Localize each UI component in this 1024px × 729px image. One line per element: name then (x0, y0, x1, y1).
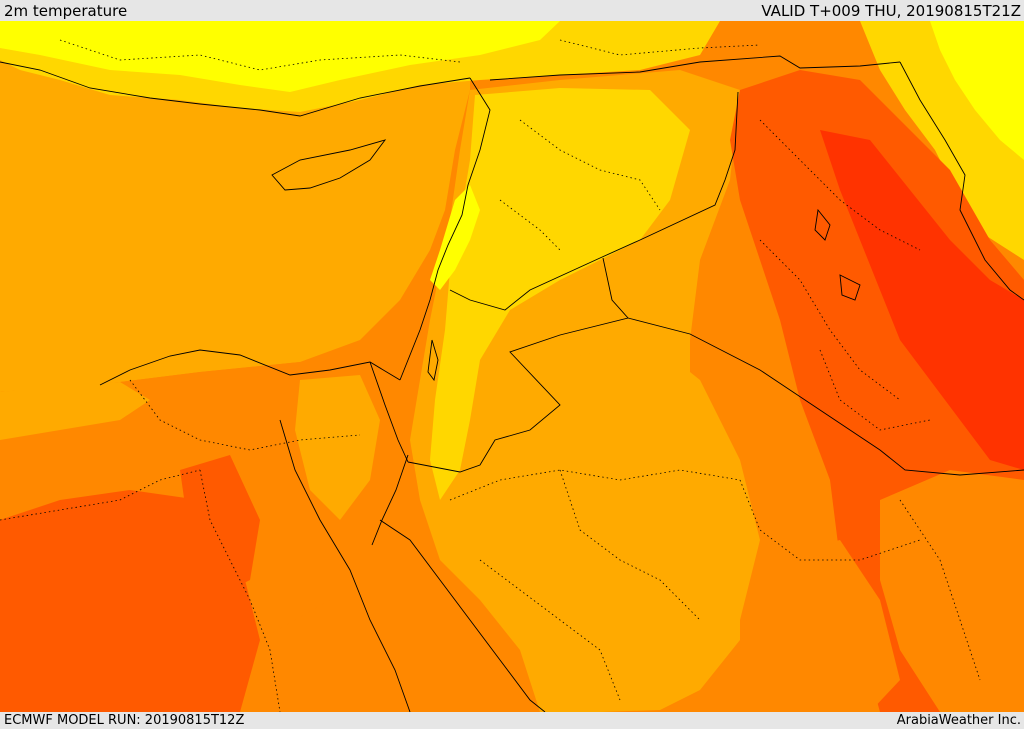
coastline-red-sea-west (279, 419, 411, 712)
temp-zone-south-warm (740, 540, 900, 712)
lake-razazah (839, 274, 861, 301)
province-line-gulf (899, 499, 981, 681)
temp-zone-ne-coolest (930, 21, 1024, 160)
coastline-gulf-of-aqaba (371, 454, 409, 546)
map-header: 2m temperature VALID T+009 THU, 20190815… (0, 0, 1024, 21)
province-line-iraq (759, 119, 921, 251)
province-line-turkey-2 (559, 39, 761, 56)
dead-sea (427, 339, 439, 382)
valid-time-label: VALID T+009 THU, 20190815T21Z (761, 1, 1021, 20)
province-line-turkey (59, 39, 461, 71)
border-jordan-saudi (407, 257, 629, 473)
province-line-syria-2 (499, 199, 561, 251)
coastline-egypt-north (99, 349, 401, 386)
temp-zone-sinai-mild (295, 375, 380, 520)
temp-zone-levant-cool (430, 88, 690, 500)
border-egypt-israel (369, 361, 409, 463)
border-iraq-iran (899, 61, 1024, 301)
temp-zone-egypt-hot-2 (180, 455, 260, 600)
temp-zone-north-coolest (0, 21, 560, 92)
province-boundaries (0, 39, 981, 712)
temperature-map-svg (0, 21, 1024, 712)
coastline-cyprus (271, 139, 387, 191)
border-saudi-iraq (627, 317, 1024, 476)
temp-zone-sea (0, 21, 470, 392)
temperature-map[interactable] (0, 21, 1024, 712)
province-line-syria (519, 119, 661, 211)
temp-zone-arabia-mild (540, 340, 760, 700)
coastline-red-sea-east (379, 519, 546, 712)
temp-zone-coast-coolest (430, 185, 480, 290)
province-line-saudi-3 (739, 479, 921, 561)
temp-zone-sahara-warm (260, 600, 440, 712)
province-line-egypt-3 (199, 469, 281, 712)
province-line-egypt-2 (0, 469, 201, 521)
province-line-saudi-4 (479, 559, 621, 701)
coastline-turkey-south (0, 61, 471, 117)
province-line-egypt (129, 379, 361, 451)
province-line-saudi-2 (559, 469, 701, 621)
model-run-label: ECMWF MODEL RUN: 20190815T12Z (4, 713, 245, 728)
border-syria-jordan-iraq (449, 91, 739, 311)
credit-label: ArabiaWeather Inc. (896, 713, 1021, 728)
temp-zone-iraq-hottest (820, 130, 1024, 470)
map-footer: ECMWF MODEL RUN: 20190815T12Z ArabiaWeat… (0, 712, 1024, 729)
map-title: 2m temperature (4, 1, 128, 20)
lake-tharthar (814, 208, 831, 241)
coastline-levant (399, 77, 491, 381)
border-iraq-syria (489, 55, 901, 81)
province-line-saudi (449, 469, 741, 501)
temp-zone-egypt-mild-coast (0, 382, 150, 440)
temp-zone-gulf-warm (880, 470, 1024, 712)
coastlines (0, 55, 1024, 712)
